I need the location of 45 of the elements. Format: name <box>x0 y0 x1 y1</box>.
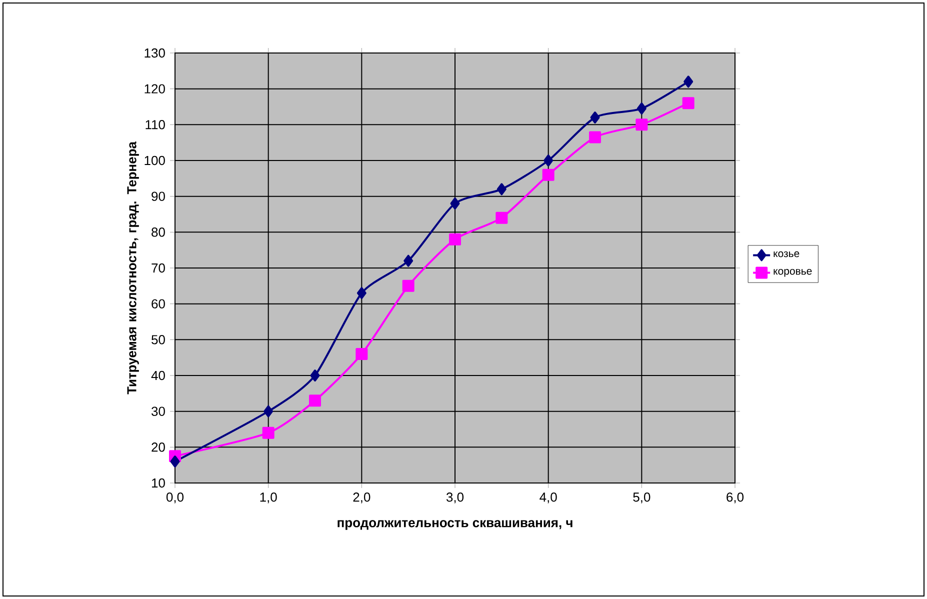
point <box>309 394 322 407</box>
x-tick-label: 4,0 <box>540 492 557 504</box>
x-tick-label: 2,0 <box>353 492 370 504</box>
point <box>402 280 414 292</box>
x-axis-title: продолжительность сквашивания, ч <box>338 520 572 530</box>
point <box>542 168 554 181</box>
point <box>356 287 366 300</box>
y-tick-label: 130 <box>144 48 165 58</box>
point <box>682 97 694 110</box>
point <box>589 131 602 144</box>
y-tick-label: 50 <box>152 335 165 344</box>
point <box>636 118 648 131</box>
x-tick-label: 6,0 <box>726 492 744 504</box>
point <box>684 76 694 88</box>
x-tick-label: 0,0 <box>166 492 184 504</box>
point <box>496 183 506 196</box>
y-axis-title: Титруемая кислотность, град. Тернера <box>127 141 139 394</box>
point <box>496 212 508 224</box>
x-tick-label: 5,0 <box>633 492 650 504</box>
point <box>449 233 462 246</box>
point <box>264 405 274 418</box>
y-tick-label: 70 <box>152 263 165 273</box>
point <box>544 154 554 166</box>
point <box>170 456 180 468</box>
point <box>636 102 646 115</box>
y-tick-label: 100 <box>144 156 165 166</box>
legend-label: коровье <box>774 268 812 277</box>
point <box>262 426 274 439</box>
point <box>590 111 600 124</box>
legend-label: козье <box>774 251 800 258</box>
point <box>450 197 460 210</box>
y-tick-label: 90 <box>152 192 165 201</box>
point <box>310 369 320 382</box>
y-tick-label: 20 <box>152 442 165 452</box>
y-tick-label: 120 <box>144 84 165 94</box>
y-tick-label: 40 <box>151 370 165 380</box>
y-tick-label: 60 <box>152 299 165 308</box>
point <box>404 254 414 267</box>
y-tick-label: 10 <box>152 478 165 488</box>
point <box>356 348 368 360</box>
x-tick-label: 1,0 <box>260 492 277 504</box>
x-tick-label: 3,0 <box>446 492 464 504</box>
y-tick-label: 30 <box>152 406 165 416</box>
y-tick-label: 80 <box>152 228 165 237</box>
y-tick-label: 110 <box>146 120 165 130</box>
